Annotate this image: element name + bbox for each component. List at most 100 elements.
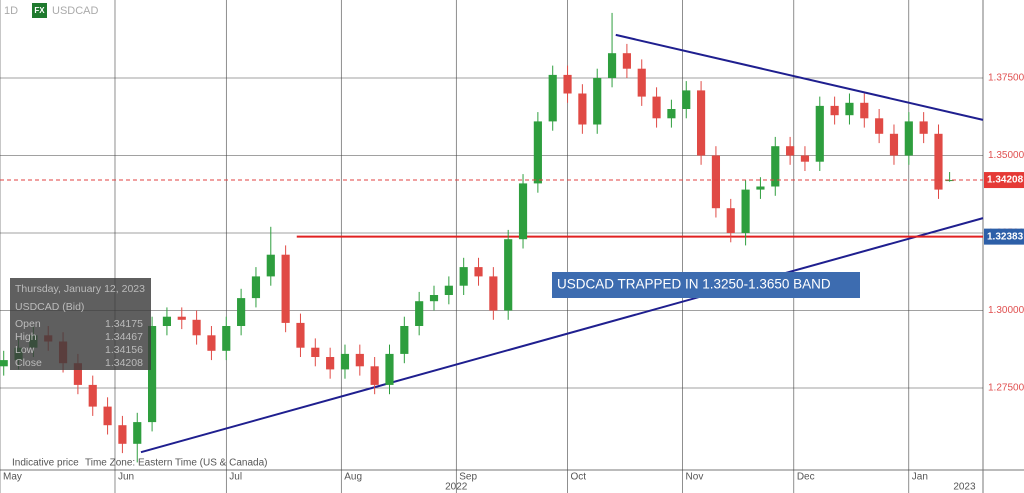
candle-body	[103, 406, 112, 426]
info-value: 1.34208	[105, 357, 143, 369]
candle-body	[415, 301, 424, 327]
info-label: Close	[15, 357, 42, 369]
candle-body	[311, 347, 320, 358]
candle-body	[697, 90, 706, 156]
candle-body	[889, 133, 899, 156]
candle-body	[726, 208, 735, 234]
candle-body	[533, 121, 542, 184]
trend-line	[140, 217, 984, 454]
candle-body	[237, 298, 246, 327]
candle-body	[771, 146, 780, 187]
candle-body	[429, 295, 439, 302]
year-label: 2023	[953, 482, 976, 493]
y-tick-label: 1.37500	[988, 73, 1024, 84]
candle-body	[326, 357, 335, 370]
candle-body	[563, 74, 572, 94]
info-box	[10, 278, 151, 370]
symbol: USDCAD	[52, 5, 99, 17]
candle-body	[281, 254, 290, 323]
candle-body	[504, 239, 513, 311]
candle-body	[622, 53, 631, 69]
candle-body	[945, 180, 954, 182]
candle-body	[251, 276, 261, 299]
candle-body	[830, 105, 839, 116]
last-price-box	[984, 172, 1024, 189]
x-tick-label: Jun	[118, 472, 134, 483]
candle-body	[296, 322, 305, 348]
candle-body	[385, 353, 394, 385]
candle-body	[118, 425, 127, 444]
candle-body	[489, 276, 498, 311]
year-label: 2022	[445, 482, 468, 493]
x-tick-label: Dec	[797, 472, 815, 483]
candle-body	[741, 189, 750, 234]
trend-line	[615, 33, 984, 121]
candle-body	[88, 384, 97, 407]
candle-body	[637, 68, 646, 97]
interval: 1D	[4, 5, 18, 17]
x-tick-label: May	[3, 472, 22, 483]
x-tick-label: Jan	[912, 472, 928, 483]
candle-body	[548, 74, 557, 122]
y-tick-label: 1.30000	[988, 305, 1024, 316]
candle-body	[0, 360, 8, 367]
candle-body	[756, 186, 765, 190]
candle-body	[875, 118, 884, 134]
x-tick-label: Nov	[686, 472, 704, 483]
candle-body	[177, 316, 186, 320]
candle-body	[845, 102, 854, 116]
x-tick-label: Aug	[344, 472, 362, 483]
info-date: Thursday, January 12, 2023	[15, 283, 145, 295]
info-value: 1.34156	[105, 344, 143, 356]
x-tick-label: Jul	[229, 472, 242, 483]
candle-body	[711, 155, 721, 209]
info-label: Low	[15, 344, 35, 356]
candle-body	[148, 326, 157, 423]
candle-body	[370, 366, 379, 385]
annotation: USDCAD TRAPPED IN 1.3250-1.3650 BAND	[557, 277, 831, 292]
candle-body	[904, 121, 913, 156]
x-tick-label: Sep	[459, 472, 477, 483]
candle-body	[593, 77, 602, 125]
footer-timezone: Time Zone: Eastern Time (US & Canada)	[85, 458, 267, 469]
badge-bg	[32, 3, 47, 18]
info-label: High	[15, 331, 37, 343]
candle-body	[400, 326, 409, 354]
candle-body	[860, 102, 869, 119]
candle-body	[459, 267, 468, 286]
y-tick-label: 1.27500	[988, 383, 1024, 394]
candle-body	[355, 353, 364, 367]
badge: FX	[34, 6, 45, 15]
candle-body	[222, 326, 231, 351]
info-label: Open	[15, 318, 41, 330]
support-price-box	[984, 228, 1024, 245]
candle-body	[207, 335, 216, 351]
info-value: 1.34467	[105, 331, 143, 343]
y-tick-label: 1.35000	[988, 150, 1024, 161]
candle-body	[919, 121, 928, 134]
annotation-box	[552, 272, 860, 298]
candle-body	[800, 155, 810, 162]
footer-note: Indicative price	[12, 458, 79, 469]
candle-body	[578, 93, 587, 125]
candle-body	[682, 90, 691, 109]
candle-body	[652, 96, 661, 119]
candle-body	[340, 353, 350, 370]
candle-body	[133, 422, 142, 444]
info-value: 1.34175	[105, 318, 143, 330]
candle-body	[815, 105, 824, 162]
info-symbol: USDCAD (Bid)	[15, 301, 84, 313]
last-price-label: 1.34208	[987, 175, 1024, 186]
candle-body	[934, 133, 943, 190]
candle-body	[266, 254, 275, 277]
candle-body	[444, 285, 453, 296]
candle-body	[73, 363, 82, 385]
candle-body	[192, 319, 201, 336]
candle-body	[607, 53, 617, 78]
candle-body	[667, 108, 676, 119]
x-tick-label: Oct	[571, 472, 587, 483]
support-price-label: 1.32383	[987, 231, 1024, 242]
candle-body	[474, 267, 483, 277]
candle-body	[162, 316, 172, 327]
